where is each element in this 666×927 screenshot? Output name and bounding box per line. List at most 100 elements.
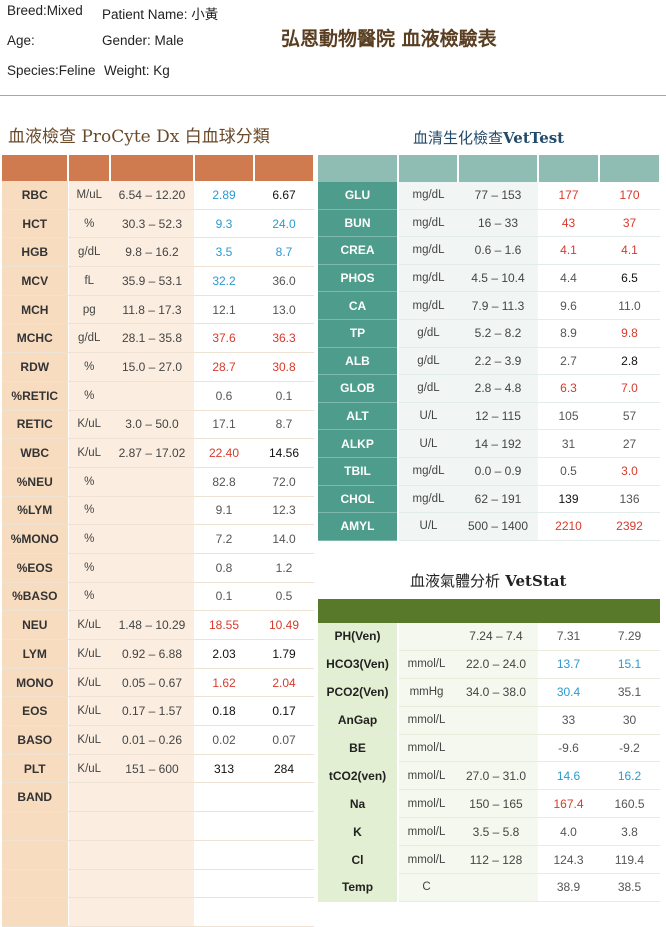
cbc-unit: % [68,582,110,612]
cbc-value-1: 1.62 [194,668,254,698]
cbc-test-name: %NEU [2,467,69,497]
cbc-test-name [2,897,69,927]
cbc-row: RDW% 15.0 – 27.0 28.7 30.8 [2,352,314,382]
cbc-test-name: %MONO [2,524,69,554]
cbc-unit: fL [68,266,110,296]
cbc-value-2: 36.3 [254,323,314,354]
gas-row: BE mmol/L -9.6 -9.2 [318,734,660,763]
cbc-value-1: 7.2 [194,524,254,554]
gas-row: PCO2(Ven) mmHg 34.0 – 38.0 30.4 35.1 [318,678,660,707]
cbc-row: %EOS% 0.8 1.2 [2,553,314,583]
gas-unit: mmol/L [398,817,454,847]
chem-row: PHOS mg/dL 4.5 – 10.4 4.4 6.5 [318,264,660,293]
gas-value-2: 160.5 [599,789,660,819]
cbc-value-1 [194,869,254,899]
chem-reference-range: 500 – 1400 [458,512,538,541]
chem-reference-range: 0.6 – 1.6 [458,236,538,265]
cbc-unit: g/dL [68,323,110,354]
cbc-reference-range: 9.8 – 16.2 [110,237,194,268]
cbc-value-1: 22.40 [194,438,254,468]
gas-reference-range: 34.0 – 38.0 [454,678,538,707]
cbc-value-1: 0.8 [194,553,254,583]
cbc-reference-range [110,467,194,497]
chem-row: TBIL mg/dL 0.0 – 0.9 0.5 3.0 [318,457,660,486]
gas-reference-range: 112 – 128 [454,845,538,875]
cbc-value-1 [194,897,254,927]
chem-value-1: 6.3 [538,374,599,403]
cbc-value-1: 32.2 [194,266,254,296]
chem-test-name: TP [318,319,399,348]
gas-value-1: 33 [538,706,599,735]
cbc-value-1: 0.18 [194,696,254,727]
cbc-reference-range: 3.0 – 50.0 [110,410,194,440]
gas-value-1: 4.0 [538,817,599,847]
cbc-unit [68,782,110,813]
gas-test-name: PH(Ven) [318,623,399,651]
cbc-row: %RETIC% 0.6 0.1 [2,381,314,411]
weight-field: Weight: Kg [104,63,170,78]
gas-test-name: HCO3(Ven) [318,650,399,679]
gas-title-en: VetStat [505,572,567,590]
gas-table: PH(Ven) 7.24 – 7.4 7.31 7.29 HCO3(Ven) mmol/L… [318,599,660,902]
cbc-title: 血液檢查 ProCyte Dx 白血球分類 [8,127,270,147]
cbc-reference-range: 2.87 – 17.02 [110,438,194,468]
gas-unit: mmol/L [398,734,454,763]
cbc-row: NEU K/uL 1.48 – 10.29 18.55 10.49 [2,610,314,640]
cbc-row [2,840,314,870]
cbc-row: RETIC K/uL 3.0 – 50.0 17.1 8.7 [2,410,314,440]
cbc-row: MCHC g/dL 28.1 – 35.8 37.6 36.3 [2,323,314,354]
cbc-test-name: EOS [2,696,69,727]
gas-value-2: 15.1 [599,650,660,679]
cbc-value-2: 1.2 [254,553,314,583]
chem-reference-range: 5.2 – 8.2 [458,319,538,348]
cbc-reference-range [110,553,194,583]
chem-test-name: GLOB [318,374,399,403]
cbc-value-2: 8.7 [254,237,314,268]
chem-value-1: 139 [538,485,599,514]
chem-test-name: GLU [318,182,399,210]
cbc-value-2: 10.49 [254,610,314,640]
chem-reference-range: 16 – 33 [458,209,538,238]
gas-test-name: Cl [318,845,399,875]
cbc-reference-range: 11.8 – 17.3 [110,295,194,325]
gas-row: PH(Ven) 7.24 – 7.4 7.31 7.29 [318,623,660,651]
cbc-reference-range [110,782,194,813]
cbc-row: %MONO% 7.2 14.0 [2,524,314,554]
cbc-reference-range: 15.0 – 27.0 [110,352,194,382]
cbc-row: %NEU% 82.8 72.0 [2,467,314,497]
gas-test-name: Temp [318,873,399,902]
cbc-test-name: PLT [2,754,69,784]
cbc-value-1: 18.55 [194,610,254,640]
cbc-row: EOS K/uL 0.17 – 1.57 0.18 0.17 [2,696,314,727]
chem-value-1: 8.9 [538,319,599,348]
cbc-test-name: HGB [2,237,69,268]
chem-title-en: VetTest [503,129,565,147]
chem-title: 血清生化檢查VetTest [413,127,564,148]
gas-value-2: 30 [599,706,660,735]
cbc-row: MCH pg 11.8 – 17.3 12.1 13.0 [2,295,314,325]
chem-value-2: 7.0 [599,374,660,403]
chem-row: ALB g/dL 2.2 – 3.9 2.7 2.8 [318,347,660,376]
cbc-reference-range [110,869,194,899]
chem-unit: mg/dL [398,182,458,210]
chem-value-2: 136 [599,485,660,514]
header-divider [0,95,666,96]
gas-header-row [318,599,660,623]
cbc-test-name [2,840,69,870]
gas-unit: C [398,873,454,902]
gas-reference-range: 150 – 165 [454,789,538,819]
chem-test-name: ALKP [318,429,399,458]
chem-title-zh: 血清生化檢查 [413,129,504,147]
chem-unit: mg/dL [398,209,458,238]
chem-reference-range: 0.0 – 0.9 [458,457,538,486]
cbc-value-2: 0.5 [254,582,314,612]
cbc-reference-range [110,897,194,927]
cbc-test-name: RETIC [2,410,69,440]
cbc-unit: K/uL [68,410,110,440]
chem-unit: mg/dL [398,264,458,293]
chem-unit: g/dL [398,319,458,348]
chem-reference-range: 4.5 – 10.4 [458,264,538,293]
chem-value-2: 27 [599,429,660,458]
cbc-test-name: LYM [2,639,69,669]
